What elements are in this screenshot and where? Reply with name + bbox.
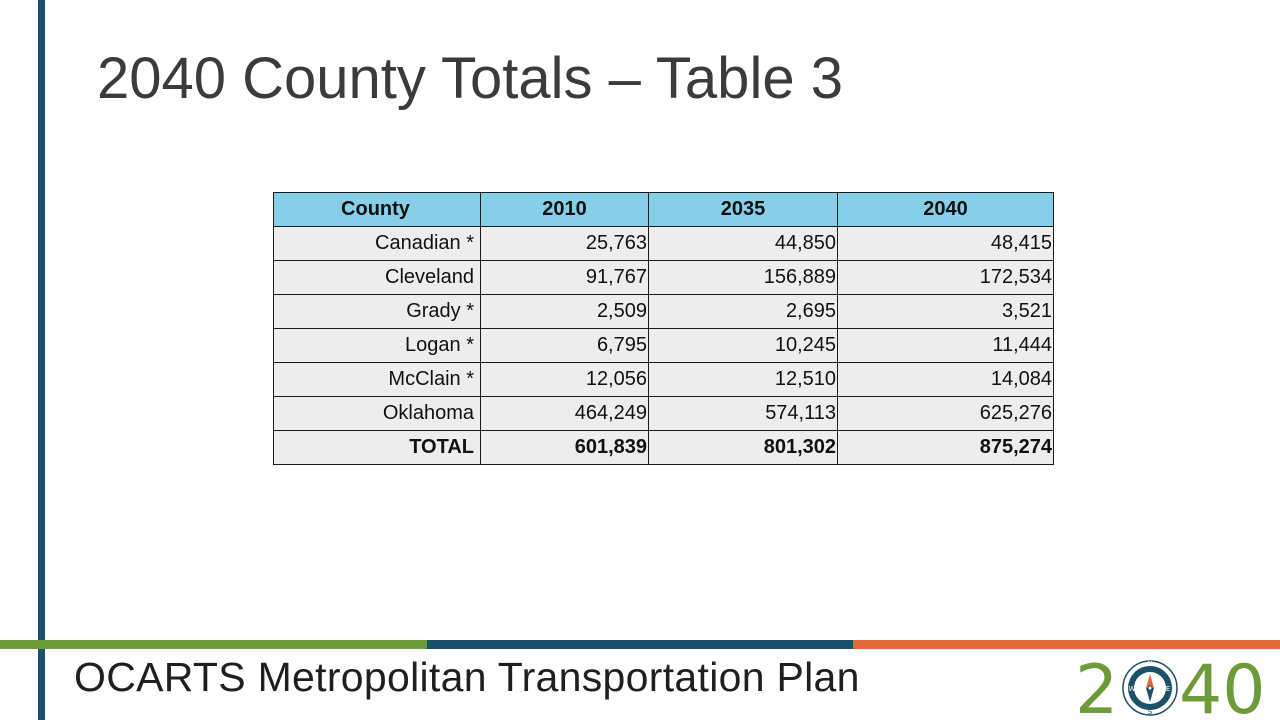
cell-2010: 25,763 — [480, 226, 649, 261]
header-2040: 2040 — [837, 192, 1054, 227]
cell-2040: 3,521 — [837, 294, 1054, 329]
table-total-row: TOTAL 601,839 801,302 875,274 — [273, 430, 1054, 465]
footer-stripe-orange — [853, 640, 1280, 649]
county-totals-table: County 2010 2035 2040 Canadian * 25,763 … — [273, 192, 1054, 465]
header-2010: 2010 — [480, 192, 649, 227]
table-row: Grady * 2,509 2,695 3,521 — [273, 294, 1054, 329]
cell-2040: 172,534 — [837, 260, 1054, 295]
compass-n: N — [1147, 660, 1152, 668]
table-row: McClain * 12,056 12,510 14,084 — [273, 362, 1054, 397]
table-row: Cleveland 91,767 156,889 172,534 — [273, 260, 1054, 295]
table-row: Logan * 6,795 10,245 11,444 — [273, 328, 1054, 363]
table-header-row: County 2010 2035 2040 — [273, 192, 1054, 227]
cell-2040: 14,084 — [837, 362, 1054, 397]
cell-2010: 464,249 — [480, 396, 649, 431]
cell-county: Cleveland — [273, 260, 481, 295]
table-row: Oklahoma 464,249 574,113 625,276 — [273, 396, 1054, 431]
cell-2035: 10,245 — [648, 328, 838, 363]
slide-title: 2040 County Totals – Table 3 — [97, 46, 843, 111]
cell-county: Grady * — [273, 294, 481, 329]
logo-digit-2: 2 — [1075, 655, 1118, 717]
compass-e: E — [1166, 685, 1170, 693]
cell-total-2040: 875,274 — [837, 430, 1054, 465]
cell-total-label: TOTAL — [273, 430, 481, 465]
cell-total-2035: 801,302 — [648, 430, 838, 465]
cell-total-2010: 601,839 — [480, 430, 649, 465]
cell-2035: 12,510 — [648, 362, 838, 397]
left-accent-bar — [38, 0, 45, 720]
plan-2040-logo: 2 N E S W 40 — [1075, 655, 1266, 717]
cell-county: Logan * — [273, 328, 481, 363]
cell-2040: 625,276 — [837, 396, 1054, 431]
cell-2035: 44,850 — [648, 226, 838, 261]
cell-2010: 91,767 — [480, 260, 649, 295]
cell-2040: 48,415 — [837, 226, 1054, 261]
table-row: Canadian * 25,763 44,850 48,415 — [273, 226, 1054, 261]
cell-2035: 2,695 — [648, 294, 838, 329]
cell-2010: 12,056 — [480, 362, 649, 397]
footer-stripe-blue — [427, 640, 853, 649]
footer-plan-title: OCARTS Metropolitan Transportation Plan — [74, 654, 860, 700]
footer-stripe-green — [0, 640, 427, 649]
cell-county: McClain * — [273, 362, 481, 397]
compass-s: S — [1148, 708, 1153, 716]
cell-2010: 2,509 — [480, 294, 649, 329]
header-county: County — [273, 192, 481, 227]
cell-2035: 574,113 — [648, 396, 838, 431]
compass-icon: N E S W — [1122, 660, 1178, 716]
cell-county: Canadian * — [273, 226, 481, 261]
header-2035: 2035 — [648, 192, 838, 227]
logo-digits-40: 40 — [1179, 655, 1266, 717]
cell-2035: 156,889 — [648, 260, 838, 295]
cell-2040: 11,444 — [837, 328, 1054, 363]
cell-2010: 6,795 — [480, 328, 649, 363]
cell-county: Oklahoma — [273, 396, 481, 431]
compass-w: W — [1129, 685, 1136, 693]
